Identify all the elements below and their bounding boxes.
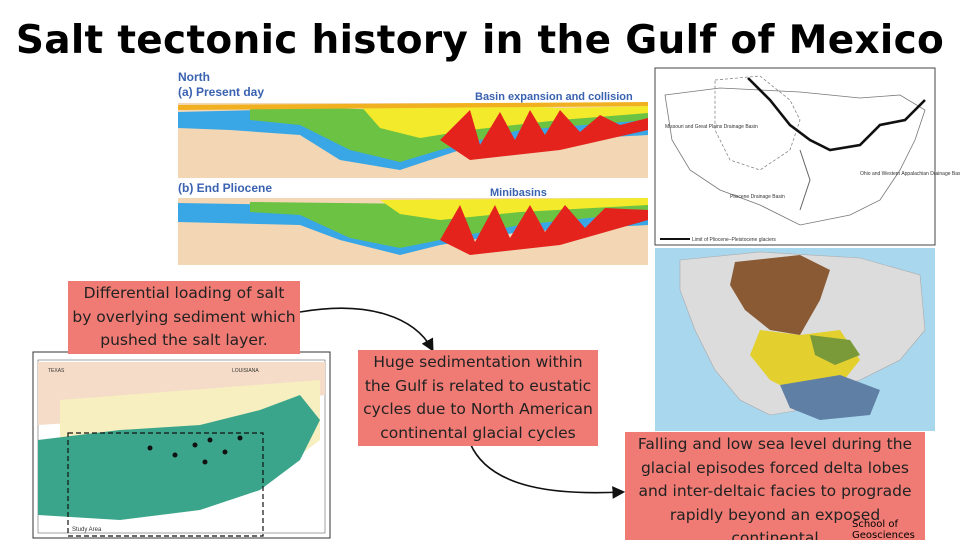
map-label: Missouri and Great Plains Drainage Basin	[665, 124, 758, 130]
callout: Huge sedimentation within the Gulf is re…	[358, 350, 598, 446]
continental-map	[655, 248, 935, 431]
cross-section: North (a) Present day Basin expansion an…	[175, 70, 650, 265]
map-label: Pliocene Drainage Basin	[730, 194, 785, 200]
arrow	[469, 442, 626, 499]
panel-note: Basin expansion and collision	[475, 91, 633, 103]
panel-note: Minibasins	[490, 187, 547, 199]
arrow	[299, 307, 434, 352]
panel-label: (a) Present day	[178, 85, 264, 99]
callout: Falling and low sea level during the gla…	[625, 432, 925, 540]
direction-label: North	[178, 70, 210, 84]
callout: Differential loading of salt by overlyin…	[68, 281, 300, 354]
map-label: TEXAS	[48, 368, 65, 374]
map-label: LOUISIANA	[232, 368, 259, 374]
gulf-map: TEXAS LOUISIANA Study Area	[32, 351, 331, 539]
footer: School of Geosciences	[852, 519, 915, 540]
map-label: Study Area	[72, 527, 102, 533]
panel-label: (b) End Pliocene	[178, 181, 272, 195]
map-legend: Limit of Pliocene–Pleistocene glaciers	[692, 237, 776, 243]
slide-title: Salt tectonic history in the Gulf of Mex…	[15, 18, 945, 63]
map-label: Ohio and Western Appalachian Drainage Ba…	[860, 171, 960, 177]
drainage-map: Missouri and Great Plains Drainage Basin…	[654, 67, 960, 246]
